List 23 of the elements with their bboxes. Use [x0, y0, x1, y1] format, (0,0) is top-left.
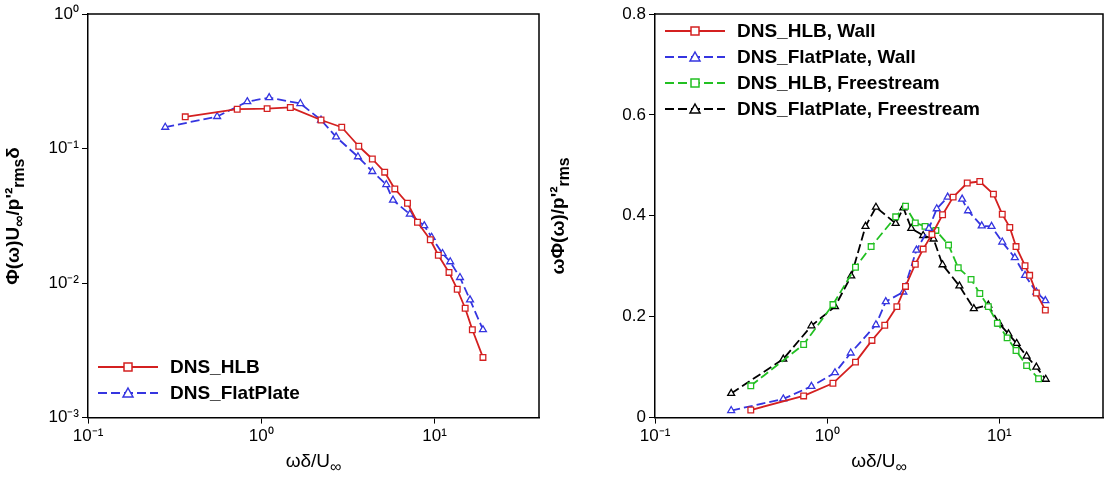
x-tick-label: 10⁰: [248, 426, 274, 446]
y-tick-label: 0.6: [622, 104, 646, 124]
legend-label: DNS_FlatPlate: [170, 380, 300, 405]
x-tick-label: 10⁰: [814, 426, 840, 446]
x-tick-label: 10⁻¹: [72, 426, 104, 446]
x-tick-label: 10¹: [422, 426, 448, 446]
y-tick-label: 10⁻³: [48, 407, 80, 427]
x-axis-title: ωδ/U$_{∞}$: [850, 450, 908, 476]
legend-label: DNS_HLB, Wall: [737, 19, 876, 43]
y-tick-label: 10⁻¹: [48, 138, 80, 158]
legend-label: DNS_FlatPlate, Wall: [737, 45, 916, 69]
y-tick-label: 0.8: [622, 3, 646, 23]
x-tick-label: 10¹: [987, 426, 1012, 446]
legend-label: DNS_HLB, Freestream: [737, 71, 940, 95]
y-tick-label: 10⁻²: [48, 272, 80, 292]
x-tick-label: 10⁻¹: [639, 426, 671, 446]
x-axis-title: ωδ/U$_{∞}$: [284, 450, 343, 476]
y-tick-label: 0.4: [622, 205, 646, 225]
y-tick-label: 10⁰: [54, 3, 79, 23]
y-tick-label: 0: [636, 407, 646, 427]
y-tick-label: 0.2: [622, 306, 646, 326]
legend-label: DNS_FlatPlate, Freestream: [737, 97, 980, 121]
legend-label: DNS_HLB: [170, 354, 260, 379]
